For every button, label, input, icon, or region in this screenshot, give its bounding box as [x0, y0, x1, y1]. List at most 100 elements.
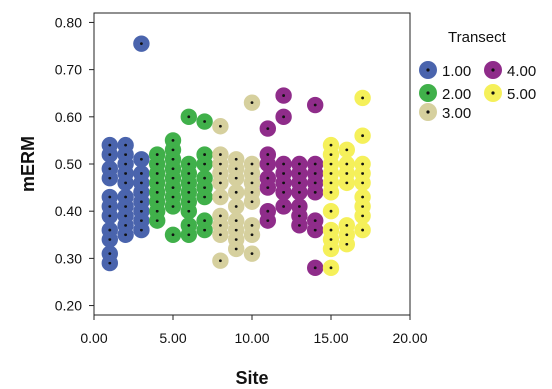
- data-point-center-1-11: [108, 143, 112, 147]
- points-layer: [101, 35, 371, 277]
- data-point-center-2-3: [155, 200, 159, 204]
- data-point-center-5-10: [329, 153, 333, 156]
- data-point-center-2-30: [203, 186, 207, 189]
- data-point-center-5-25: [361, 162, 364, 166]
- data-point-center-5-6: [329, 190, 333, 194]
- data-point-3-27: [243, 155, 261, 173]
- data-point-2-8: [149, 146, 166, 163]
- data-point-center-4-16: [298, 214, 301, 218]
- data-point-center-2-28: [203, 219, 207, 223]
- data-point-center-5-21: [361, 205, 364, 208]
- data-point-center-5-9: [329, 162, 333, 166]
- data-point-center-4-18: [298, 190, 301, 194]
- data-point-center-4-7: [266, 127, 270, 131]
- data-point-center-1-13: [124, 223, 127, 227]
- data-point-center-2-14: [171, 167, 175, 171]
- legend-dot-4: [491, 68, 495, 72]
- data-point-center-3-24: [250, 190, 254, 194]
- data-point-center-4-10: [282, 181, 285, 185]
- data-point-1-21: [117, 136, 134, 154]
- data-point-4-13: [275, 108, 292, 126]
- data-point-1-29: [133, 151, 150, 168]
- data-point-center-3-23: [250, 200, 254, 204]
- y-axis: 0.20 0.30 0.40 0.50 0.60 0.70 0.80: [55, 14, 94, 314]
- data-point-center-1-25: [140, 200, 143, 204]
- data-point-5-22: [354, 188, 371, 206]
- data-point-center-3-14: [234, 219, 238, 223]
- data-point-center-3-11: [234, 247, 238, 251]
- data-point-1-28: [133, 165, 150, 182]
- data-point-center-4-2: [266, 209, 270, 213]
- data-point-center-4-25: [313, 190, 317, 194]
- data-point-center-2-6: [155, 172, 159, 175]
- data-point-center-2-9: [171, 233, 175, 237]
- data-point-center-3-10: [219, 124, 222, 128]
- data-point-center-5-23: [361, 181, 364, 185]
- x-tick-label-3: 15.00: [313, 330, 348, 346]
- data-point-4-2: [259, 202, 276, 220]
- data-point-3-1: [212, 252, 229, 269]
- data-point-center-2-27: [203, 228, 207, 232]
- data-point-3-22: [243, 217, 261, 234]
- y-tick-label-4: 0.60: [55, 109, 82, 125]
- data-point-1-11: [101, 136, 119, 154]
- data-point-center-1-18: [124, 172, 127, 175]
- data-point-center-4-3: [266, 186, 270, 189]
- data-point-2-33: [196, 146, 213, 163]
- data-point-center-5-18: [345, 148, 349, 152]
- data-point-center-3-6: [219, 181, 222, 185]
- data-point-center-3-21: [250, 233, 254, 237]
- data-point-center-3-26: [250, 172, 254, 175]
- data-point-center-2-32: [203, 162, 207, 166]
- data-point-4-29: [307, 96, 324, 114]
- data-point-center-4-9: [282, 190, 285, 194]
- data-point-2-34: [196, 113, 213, 130]
- data-point-3-15: [228, 198, 245, 215]
- data-point-center-4-28: [313, 162, 317, 166]
- legend-label-4: 4.00: [507, 63, 536, 80]
- data-point-2-25: [180, 155, 197, 173]
- data-point-center-2-22: [187, 190, 191, 194]
- data-point-center-1-7: [108, 195, 112, 199]
- data-point-3-5: [212, 188, 229, 206]
- data-point-center-4-26: [313, 181, 317, 185]
- data-point-center-1-20: [124, 153, 127, 156]
- data-point-1-7: [101, 188, 119, 206]
- data-point-3-19: [228, 151, 245, 168]
- data-point-center-2-5: [155, 181, 159, 185]
- data-point-center-5-8: [329, 172, 333, 175]
- data-point-1-2: [101, 245, 119, 262]
- data-point-4-17: [291, 198, 308, 215]
- data-point-center-5-19: [361, 228, 364, 232]
- data-point-center-4-13: [282, 115, 285, 119]
- data-point-center-1-12: [124, 233, 127, 237]
- data-point-3-4: [212, 207, 229, 225]
- x-tick-label-4: 20.00: [392, 330, 427, 346]
- data-point-center-1-29: [140, 157, 143, 161]
- data-point-center-3-5: [219, 195, 222, 199]
- y-tick-label-0: 0.20: [55, 298, 82, 314]
- data-point-center-1-2: [108, 252, 112, 256]
- data-point-center-1-21: [124, 143, 127, 147]
- data-point-center-4-23: [313, 228, 317, 232]
- legend-item-2: 2.00: [419, 84, 471, 103]
- data-point-4-6: [259, 146, 276, 163]
- data-point-center-3-7: [219, 172, 222, 175]
- y-tick-label-5: 0.70: [55, 62, 82, 78]
- data-point-center-2-12: [171, 186, 175, 189]
- data-point-2-9: [164, 226, 182, 243]
- y-axis-title: mERM: [18, 136, 38, 192]
- legend-item-3: 3.00: [419, 103, 471, 122]
- data-point-center-2-4: [155, 190, 159, 194]
- legend-title: Transect: [448, 29, 507, 46]
- data-point-center-5-22: [361, 195, 364, 199]
- data-point-center-1-15: [124, 205, 127, 208]
- data-point-center-3-28: [250, 101, 254, 105]
- data-point-5-17: [338, 155, 355, 173]
- data-point-center-4-12: [282, 162, 285, 166]
- data-point-1-30: [133, 35, 150, 52]
- data-point-5-1: [322, 259, 340, 277]
- data-point-center-2-31: [203, 176, 207, 180]
- data-point-center-4-19: [298, 181, 301, 185]
- data-point-5-19: [354, 221, 371, 239]
